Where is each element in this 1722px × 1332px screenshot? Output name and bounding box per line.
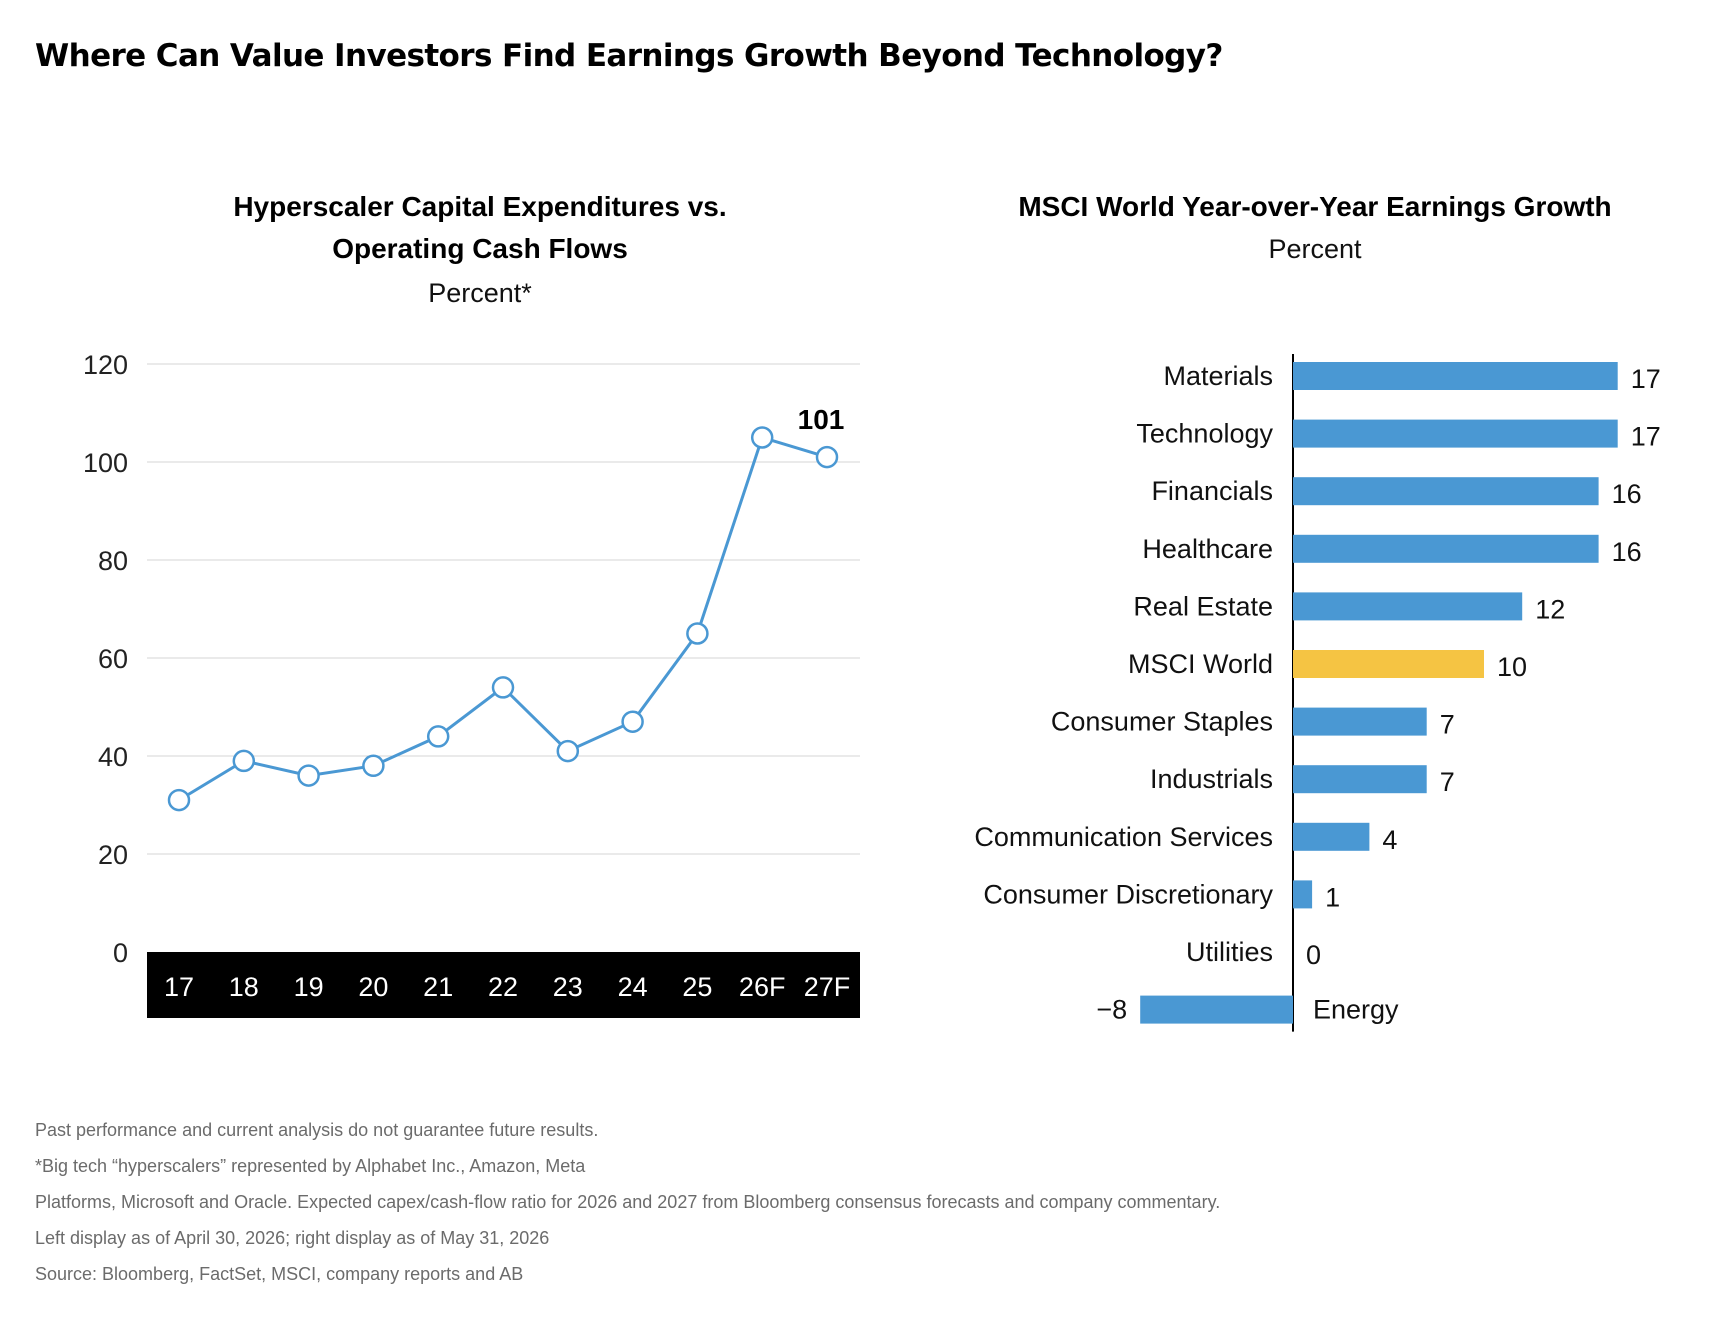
bar bbox=[1293, 362, 1618, 390]
footnote-forecast-note: Platforms, Microsoft and Oracle. Expecte… bbox=[35, 1192, 1221, 1212]
data-point bbox=[362, 754, 385, 778]
x-tick-label: 21 bbox=[423, 972, 453, 1002]
bar-chart-subtitle: Percent bbox=[1268, 234, 1362, 264]
data-point bbox=[815, 445, 839, 469]
line-chart-title-line-2: Operating Cash Flows bbox=[332, 233, 628, 264]
data-point bbox=[167, 788, 191, 812]
bar bbox=[1293, 477, 1599, 506]
value-label: 7 bbox=[1440, 767, 1455, 797]
bar bbox=[1293, 592, 1523, 621]
line-chart-title-line-1: Hyperscaler Capital Expenditures vs. bbox=[233, 191, 727, 222]
value-label: 17 bbox=[1631, 364, 1661, 394]
data-point bbox=[297, 764, 320, 787]
value-label: −8 bbox=[1096, 995, 1127, 1025]
footnotes: Past performance and current analysis do… bbox=[35, 1112, 1220, 1292]
category-label: Consumer Discretionary bbox=[983, 879, 1273, 909]
bar-chart-title: MSCI World Year-over-Year Earnings Growt… bbox=[1018, 191, 1612, 222]
category-label: MSCI World bbox=[1128, 649, 1273, 679]
bar bbox=[1293, 650, 1484, 678]
bar bbox=[1140, 995, 1293, 1024]
footnote-source: Source: Bloomberg, FactSet, MSCI, compan… bbox=[35, 1264, 524, 1284]
footnote-as-of-dates: Left display as of April 30, 2026; right… bbox=[35, 1228, 550, 1248]
x-tick-label: 24 bbox=[618, 972, 648, 1002]
x-tick-label: 27F bbox=[804, 972, 851, 1002]
x-tick-label: 20 bbox=[358, 972, 388, 1002]
value-label: 0 bbox=[1306, 940, 1321, 970]
bar bbox=[1293, 880, 1313, 909]
footnote-disclaimer: Past performance and current analysis do… bbox=[35, 1120, 599, 1140]
line-chart-subtitle: Percent* bbox=[428, 278, 532, 308]
data-point bbox=[686, 622, 709, 645]
bar bbox=[1293, 707, 1427, 736]
data-point bbox=[232, 749, 256, 773]
y-tick-label: 40 bbox=[98, 742, 128, 772]
data-point bbox=[426, 725, 450, 748]
category-label: Financials bbox=[1151, 476, 1273, 506]
y-tick-label: 60 bbox=[98, 644, 128, 674]
x-tick-label: 18 bbox=[229, 972, 259, 1002]
x-tick-label: 22 bbox=[488, 972, 518, 1002]
data-point bbox=[491, 676, 515, 699]
data-point bbox=[750, 426, 774, 449]
value-label: 16 bbox=[1612, 537, 1642, 567]
data-point bbox=[556, 739, 580, 763]
y-tick-label: 0 bbox=[113, 938, 128, 968]
x-tick-label: 17 bbox=[164, 972, 194, 1002]
value-label: 10 bbox=[1497, 652, 1527, 682]
category-label: Materials bbox=[1163, 361, 1273, 391]
category-label: Healthcare bbox=[1142, 534, 1273, 564]
y-tick-label: 100 bbox=[83, 448, 128, 478]
bar bbox=[1293, 534, 1599, 563]
bar bbox=[1293, 822, 1370, 851]
category-label: Technology bbox=[1136, 419, 1273, 449]
category-label: Communication Services bbox=[974, 822, 1273, 852]
page-title: Where Can Value Investors Find Earnings … bbox=[35, 38, 1223, 74]
value-label: 16 bbox=[1612, 479, 1642, 509]
category-label: Consumer Staples bbox=[1051, 707, 1273, 737]
category-label: Energy bbox=[1313, 995, 1399, 1025]
y-tick-label: 120 bbox=[83, 350, 128, 380]
bar bbox=[1293, 419, 1618, 448]
bar bbox=[1293, 765, 1427, 794]
x-tick-label: 23 bbox=[553, 972, 583, 1002]
line-chart: 0 20 40 60 80 100 120 17 18 19 20 21 22 23 24 25 26F 27F 1… bbox=[83, 350, 860, 1018]
y-tick-label: 80 bbox=[98, 546, 128, 576]
data-point bbox=[621, 710, 644, 733]
value-label: 1 bbox=[1325, 882, 1340, 912]
x-tick-label: 25 bbox=[682, 972, 712, 1002]
category-label: Utilities bbox=[1186, 937, 1273, 967]
category-label: Industrials bbox=[1150, 764, 1273, 794]
x-axis-band bbox=[147, 952, 860, 1018]
x-tick-label: 26F bbox=[739, 972, 786, 1002]
line-chart-title: Hyperscaler Capital Expenditures vs. Ope… bbox=[130, 186, 830, 270]
y-tick-label: 20 bbox=[98, 840, 128, 870]
category-label: Real Estate bbox=[1133, 591, 1273, 621]
footnote-hyperscalers: *Big tech “hyperscalers” represented by … bbox=[35, 1156, 586, 1176]
value-label: 17 bbox=[1631, 422, 1661, 452]
value-label: 4 bbox=[1382, 825, 1397, 855]
value-label: 12 bbox=[1535, 594, 1565, 624]
value-label: 7 bbox=[1440, 710, 1455, 740]
x-tick-label: 19 bbox=[294, 972, 324, 1002]
data-label: 101 bbox=[798, 404, 845, 435]
